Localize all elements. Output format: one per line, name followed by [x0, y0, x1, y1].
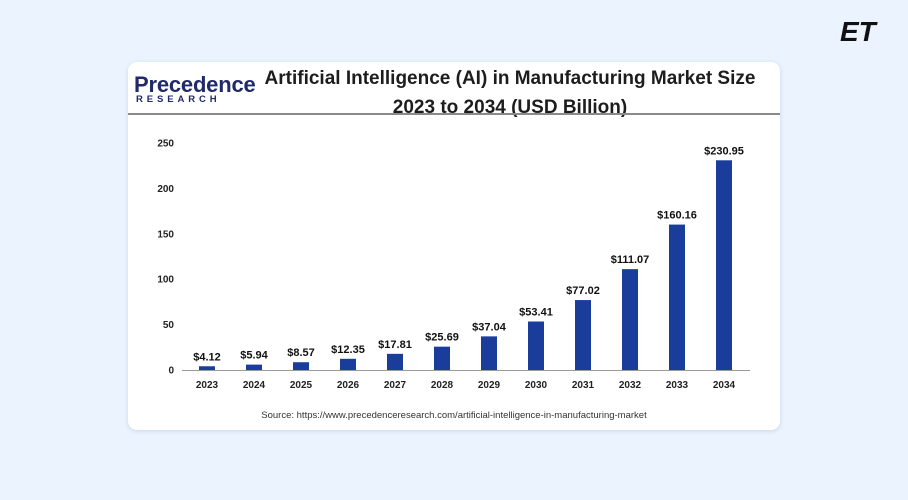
- data-label: $230.95: [704, 145, 744, 157]
- bar-2026: [340, 358, 356, 370]
- x-tick-label: 2025: [290, 380, 313, 391]
- data-label: $8.57: [287, 347, 315, 359]
- x-tick-label: 2032: [619, 380, 642, 391]
- data-label: $17.81: [378, 339, 412, 351]
- data-label: $53.41: [519, 307, 553, 319]
- chart-title-line-2: 2023 to 2034 (USD Billion): [392, 97, 628, 118]
- x-tick-label: 2029: [478, 380, 501, 391]
- et-logo-text: ET: [840, 16, 879, 46]
- bar-2023: [199, 366, 215, 370]
- chart-title: Artificial Intelligence (AI) in Manufact…: [256, 62, 764, 122]
- x-tick-label: 2034: [713, 380, 736, 391]
- data-label: $5.94: [240, 350, 268, 362]
- brand-name: Precedence: [134, 72, 256, 97]
- y-tick-label: 250: [157, 139, 174, 150]
- y-tick-label: 200: [157, 184, 174, 195]
- x-tick-label: 2030: [525, 380, 548, 391]
- bar-2032: [622, 269, 638, 370]
- x-tick-label: 2028: [431, 380, 454, 391]
- bar-2027: [387, 353, 403, 370]
- chart-title-line-1: Artificial Intelligence (AI) in Manufact…: [264, 68, 756, 89]
- bar-2028: [434, 346, 450, 370]
- x-tick-label: 2033: [666, 380, 689, 391]
- et-logo: ET: [840, 16, 879, 46]
- y-tick-label: 150: [157, 229, 174, 240]
- bar-2024: [246, 364, 262, 370]
- y-tick-label: 0: [168, 366, 174, 377]
- data-label: $12.35: [331, 344, 365, 356]
- x-tick-label: 2027: [384, 380, 407, 391]
- data-label: $111.07: [611, 254, 650, 266]
- bar-2031: [575, 300, 591, 370]
- bar-2030: [528, 321, 544, 370]
- x-tick-label: 2026: [337, 380, 360, 391]
- data-label: $4.12: [193, 351, 221, 363]
- bar-2033: [669, 224, 685, 370]
- data-label: $25.69: [425, 332, 459, 344]
- bar-2025: [293, 362, 309, 370]
- data-label: $37.04: [472, 321, 507, 333]
- x-tick-label: 2024: [243, 380, 266, 391]
- y-tick-label: 100: [157, 275, 174, 286]
- source-note: Source: https://www.precedenceresearch.c…: [261, 410, 647, 421]
- data-label: $160.16: [657, 210, 697, 222]
- x-tick-label: 2031: [572, 380, 595, 391]
- data-label: $77.02: [566, 285, 600, 297]
- title-divider: [128, 113, 780, 115]
- bar-chart: 0 50 100 150 200 250 $4.12 2023 $5.94 2024 $8.57 20…: [157, 139, 750, 391]
- brand-subtitle: RESEARCH: [136, 94, 221, 105]
- y-tick-label: 50: [163, 320, 175, 331]
- bar-2029: [481, 336, 497, 370]
- chart-card: Precedence RESEARCH Artificial Intellige…: [128, 62, 780, 430]
- x-tick-label: 2023: [196, 380, 219, 391]
- precedence-research-logo: Precedence RESEARCH: [134, 72, 256, 112]
- bar-2034: [716, 160, 732, 370]
